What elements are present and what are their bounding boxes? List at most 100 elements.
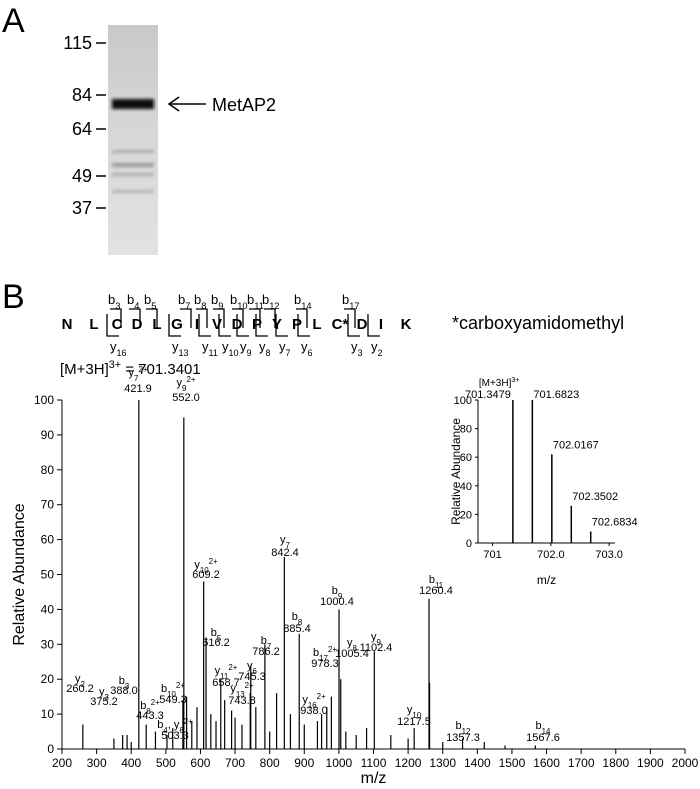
y-tick-label: 30	[41, 637, 55, 651]
label-sup: 2+	[328, 645, 337, 654]
peak-label: 1000.4	[320, 596, 354, 608]
residue: L	[312, 316, 321, 333]
peak-label: 978.3	[311, 658, 339, 670]
x-tick-label: 1400	[464, 756, 491, 770]
label-sub: 7	[185, 301, 190, 311]
x-tick-label: 1900	[637, 756, 664, 770]
peak-label: 743.8	[228, 695, 256, 707]
y-ion: y11	[202, 339, 218, 358]
label-text: [M+3H]	[479, 378, 512, 389]
label-sub: 10	[237, 301, 247, 311]
b-bracket	[232, 308, 244, 328]
x-tick-label: 1200	[395, 756, 422, 770]
label-text: [M+3H]	[60, 361, 109, 378]
x-tick-label: 600	[190, 756, 210, 770]
y-axis-label: Relative Abundance	[11, 503, 28, 645]
label-sub: 9	[182, 384, 187, 393]
label-text: b	[313, 647, 319, 659]
label-text: b	[157, 719, 163, 731]
label-sub: 3	[358, 348, 363, 358]
label-sub: 13	[179, 348, 189, 358]
label-sup: 2+	[317, 692, 326, 701]
x-tick-label: 500	[156, 756, 176, 770]
residue: C*	[332, 316, 349, 333]
x-tick-label: 1700	[568, 756, 595, 770]
x-tick-label: 702.0	[537, 549, 565, 561]
y-tick-label: 20	[41, 672, 55, 686]
y-ion: y6	[301, 339, 313, 358]
b-bracket	[129, 308, 141, 328]
y-axis-label: Relative Abundance	[449, 418, 463, 525]
peak-label: 938.0	[300, 705, 328, 717]
label-text: b	[332, 585, 338, 597]
peak-label: 702.3502	[572, 491, 618, 503]
label-sub: 9	[377, 638, 382, 647]
label-text: b	[211, 627, 217, 639]
residue: L	[89, 316, 98, 333]
x-tick-label: 900	[294, 756, 314, 770]
label-sub: 7	[286, 541, 290, 550]
label-text: = 701.3401	[121, 361, 201, 378]
b-bracket	[264, 308, 276, 328]
x-axis-label: m/z	[537, 573, 556, 587]
rich-label: y9	[371, 631, 382, 647]
y-tick-label: 100	[34, 393, 54, 407]
rich-label: y6	[247, 660, 258, 676]
peak-label: 421.9	[124, 383, 152, 395]
label-sub: 11	[435, 581, 444, 590]
x-tick-label: 1500	[499, 756, 526, 770]
label-sup: 2+	[245, 681, 254, 690]
label-text: y	[347, 637, 353, 649]
peak-label: 1005.4	[335, 648, 369, 660]
rich-label: y92+	[177, 375, 196, 393]
y-bracket	[255, 314, 268, 337]
x-tick-label: 1000	[326, 756, 353, 770]
y-tick-label: 60	[41, 533, 55, 547]
b-bracket	[213, 308, 225, 328]
label-sup: 2+	[151, 698, 160, 707]
label-sup: 2+	[138, 365, 147, 374]
label-sup: 3+	[511, 375, 519, 384]
x-tick-label: 701	[483, 549, 501, 561]
peak-label: 1217.5	[397, 716, 431, 728]
y-tick-label: 100	[454, 395, 472, 407]
b-bracket	[296, 308, 308, 328]
b-bracket	[344, 308, 356, 328]
y-tick-label: 0	[47, 742, 54, 756]
residue: G	[171, 316, 183, 333]
label-sub: 16	[308, 701, 317, 710]
label-text: y	[75, 673, 81, 685]
rich-label: y102+	[194, 557, 218, 575]
x-axis-label: m/z	[361, 770, 387, 787]
rich-label: b12	[262, 292, 280, 311]
label-sub: 3	[105, 693, 110, 702]
y-ion: y3	[351, 339, 363, 358]
label-sub: 12	[462, 727, 471, 736]
label-sub: 5	[151, 301, 156, 311]
peak-label: 842.4	[271, 547, 299, 559]
y-ion: y8	[259, 339, 271, 358]
label-text: y	[280, 534, 286, 546]
y-ion: y16	[110, 339, 127, 358]
label-text: y	[230, 683, 236, 695]
label-text: b	[342, 292, 349, 307]
rich-label: b14	[294, 292, 312, 311]
label-sub: 3	[125, 682, 130, 691]
peak-label: 1357.3	[446, 732, 480, 744]
label-sub: 10	[200, 566, 209, 575]
peak-label: 443.3	[136, 710, 164, 722]
gel-lane	[108, 25, 158, 255]
label-text: y	[202, 339, 209, 354]
label-text: b	[178, 292, 185, 307]
label-text: y	[172, 339, 179, 354]
b-bracket	[146, 308, 158, 328]
rich-label: b5	[211, 627, 222, 643]
label-sub: 7	[134, 374, 138, 383]
label-sub: 13	[236, 690, 245, 699]
residue: P	[292, 316, 302, 333]
label-text: b	[230, 292, 237, 307]
y-tick-label: 60	[460, 452, 472, 464]
peak-label: 702.6834	[592, 517, 638, 529]
residue: N	[62, 316, 73, 333]
label-sub: 4	[163, 726, 168, 735]
